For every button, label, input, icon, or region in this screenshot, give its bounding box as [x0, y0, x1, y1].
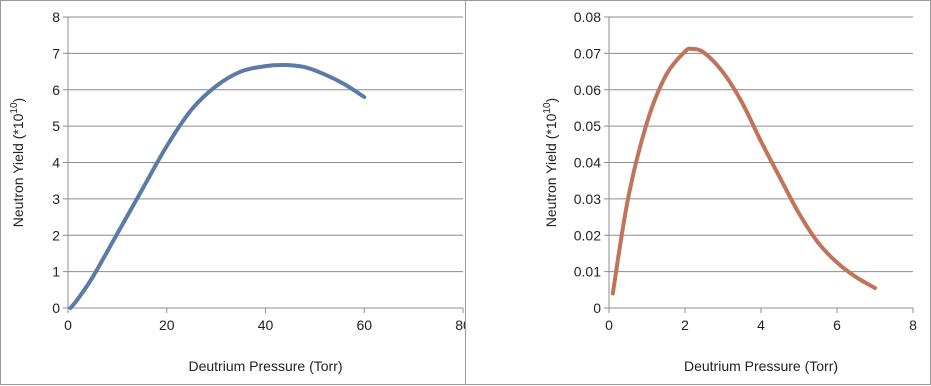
y-tick-label: 0.01	[574, 264, 601, 280]
y-axis-label-end: )	[10, 98, 26, 103]
y-tick-label: 6	[52, 82, 60, 98]
x-axis-label: Deutrium Pressure (Torr)	[684, 358, 838, 374]
y-tick-label: 0.07	[574, 45, 601, 61]
y-tick-label: 0.06	[574, 82, 601, 98]
y-tick-label: 0.05	[574, 118, 601, 134]
y-tick-label: 0.08	[574, 9, 601, 25]
y-axis-label-end: )	[543, 98, 559, 103]
y-tick-label: 3	[52, 191, 60, 207]
x-tick-label: 20	[159, 317, 175, 333]
x-tick-label: 8	[909, 317, 917, 333]
y-axis-label-main: Neutron Yield (*10	[543, 113, 559, 227]
series-line	[610, 46, 877, 296]
y-tick-label: 0.03	[574, 191, 601, 207]
y-axis-label-superscript: 10	[9, 102, 20, 114]
x-tick-label: 40	[258, 317, 274, 333]
chart-panel-left: 012345678020406080Deutrium Pressure (Tor…	[0, 0, 467, 385]
y-tick-label: 4	[52, 155, 60, 171]
x-tick-label: 4	[757, 317, 765, 333]
y-tick-label: 2	[52, 227, 60, 243]
y-tick-label: 0	[593, 300, 601, 316]
x-tick-label: 60	[356, 317, 372, 333]
x-tick-label: 6	[833, 317, 841, 333]
x-tick-label: 0	[64, 317, 72, 333]
y-axis-label: Neutron Yield (*1010)	[542, 98, 559, 227]
y-tick-label: 5	[52, 118, 60, 134]
y-axis-label-main: Neutron Yield (*10	[10, 113, 26, 227]
y-tick-label: 8	[52, 9, 60, 25]
chart-panel-right: 0 0.01 0.02 0.03 0.04 0.05 0.06 0.07 0.08 0 2 4 6 8 De…	[465, 0, 931, 385]
chart-left-svg: 012345678020406080Deutrium Pressure (Tor…	[9, 9, 467, 374]
y-tick-label: 0	[52, 300, 60, 316]
y-axis-label: Neutron Yield (*1010)	[9, 98, 26, 227]
x-tick-label: 2	[681, 317, 689, 333]
y-axis-label-superscript: 10	[542, 102, 553, 114]
y-tick-label: 0.04	[574, 155, 601, 171]
x-tick-label: 0	[605, 317, 613, 333]
y-tick-label: 0.02	[574, 227, 601, 243]
x-tick-label: 80	[455, 317, 467, 333]
y-tick-label: 1	[52, 264, 60, 280]
chart-right-svg: 0 0.01 0.02 0.03 0.04 0.05 0.06 0.07 0.08 0 2 4 6 8 De…	[542, 9, 917, 374]
x-axis-label: Deutrium Pressure (Torr)	[188, 358, 342, 374]
y-tick-label: 7	[52, 45, 60, 61]
series-line	[68, 62, 367, 310]
